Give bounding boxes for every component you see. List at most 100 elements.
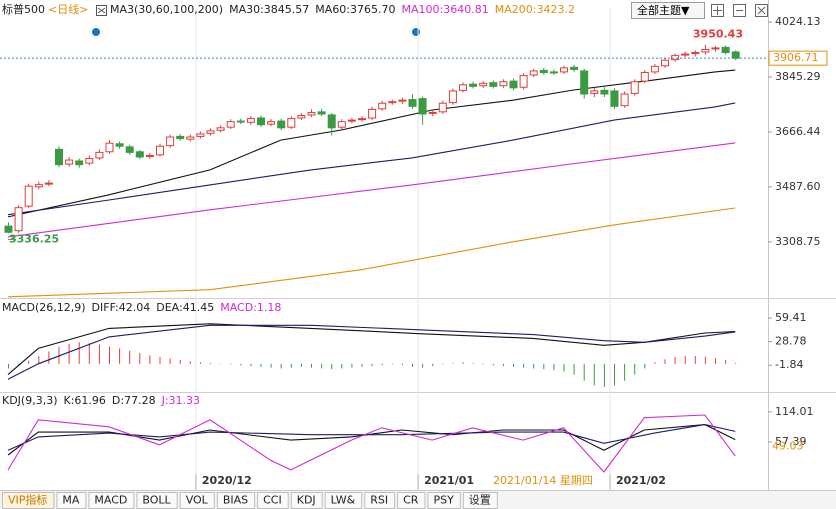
- candle-body: [317, 111, 326, 115]
- event-marker[interactable]: [412, 28, 420, 36]
- indicator-line: [7, 102, 736, 216]
- candle-body: [166, 136, 175, 147]
- indicator-line: [7, 323, 736, 376]
- candle-body: [55, 148, 63, 166]
- candle-body: [418, 98, 427, 115]
- candle-body: [408, 99, 417, 107]
- candle-body: [4, 225, 13, 233]
- candle-body: [65, 159, 74, 165]
- legend-entry: K:61.96: [64, 394, 106, 407]
- indicator-title: MACD(26,12,9): [2, 301, 86, 314]
- candle-body: [499, 81, 508, 87]
- max-price-label: 3950.43: [693, 28, 743, 41]
- window-icon-glyph: [757, 6, 766, 15]
- legend-entry: J:31.33: [161, 394, 200, 407]
- candle-body: [640, 72, 649, 82]
- theme-button[interactable]: [631, 2, 705, 19]
- candle-body: [337, 121, 346, 128]
- toolbar-tab[interactable]: BIAS: [223, 494, 248, 507]
- indicator-line: [7, 142, 736, 238]
- legend-entry: DIFF:42.04: [92, 301, 151, 314]
- candle-body: [459, 84, 467, 91]
- candle-body: [650, 65, 659, 73]
- event-marker[interactable]: [92, 28, 100, 36]
- toolbar-tab[interactable]: PSY: [433, 494, 454, 507]
- candle-body: [135, 151, 144, 158]
- candle-body: [257, 117, 265, 126]
- indicator-line: [7, 414, 736, 473]
- candle-body: [145, 154, 154, 157]
- toolbar-tab[interactable]: RSI: [370, 494, 388, 507]
- candle-body: [519, 75, 528, 88]
- legend-entry: D:77.28: [112, 394, 156, 407]
- toolbar-tab[interactable]: CR: [403, 494, 419, 507]
- toolbar-tab[interactable]: BOLL: [142, 494, 171, 507]
- candle-body: [196, 133, 205, 137]
- x-tick-label: 2021/02: [616, 474, 666, 487]
- toolbar-tab[interactable]: MACD: [94, 494, 127, 507]
- indicator-icon-glyph: [97, 7, 106, 14]
- toolbar-tab[interactable]: VIP指标: [8, 493, 47, 507]
- candle-body: [590, 90, 599, 94]
- window-icon-glyph: [713, 6, 722, 15]
- y-tick-label: 3666.44: [775, 125, 821, 138]
- legend-entry: MA200:3423.2: [495, 3, 575, 16]
- toolbar-tab[interactable]: LW&: [331, 494, 356, 507]
- toolbar-tab[interactable]: VOL: [186, 494, 209, 507]
- y-tick-label: 114.01: [775, 405, 814, 418]
- toolbar-tab[interactable]: 设置: [469, 494, 491, 507]
- candle-body: [44, 182, 53, 185]
- candle-body: [206, 130, 215, 134]
- candle-body: [347, 119, 356, 122]
- indicator-title: MA3(30,60,100,200): [110, 3, 223, 16]
- period-label: <日线>: [48, 2, 88, 16]
- indicator-icon[interactable]: [96, 5, 107, 16]
- window-icon[interactable]: [733, 4, 746, 17]
- candle-body: [681, 53, 690, 56]
- candle-body: [539, 69, 548, 74]
- y-tick-label: -1.84: [775, 358, 803, 371]
- toolbar-tab[interactable]: MA: [62, 494, 79, 507]
- candle-body: [560, 67, 568, 73]
- candle-body: [398, 99, 407, 102]
- legend-entry: MA60:3765.70: [315, 3, 395, 16]
- candle-body: [277, 120, 286, 129]
- cursor-date-label: 2021/01/14 星期四: [493, 474, 593, 487]
- candle-body: [661, 59, 669, 67]
- theme-button-label[interactable]: 全部主题▼: [637, 3, 690, 17]
- indicator-line: [7, 207, 736, 298]
- candle-body: [105, 142, 114, 153]
- indicator-line: [7, 324, 736, 380]
- candle-body: [600, 89, 609, 95]
- candle-body: [479, 82, 488, 87]
- candle-body: [358, 118, 366, 121]
- candle-body: [368, 108, 377, 119]
- candle-body: [85, 158, 94, 164]
- candle-body: [469, 83, 478, 87]
- candle-body: [125, 146, 134, 153]
- window-icon[interactable]: [755, 4, 768, 17]
- candle-body: [570, 66, 579, 70]
- candle-body: [691, 52, 700, 55]
- legend-entry: DEA:41.45: [156, 301, 214, 314]
- y-tick-label: 3308.75: [775, 235, 821, 248]
- y-tick-label: 28.78: [775, 335, 807, 348]
- candle-body: [509, 80, 518, 89]
- candle-body: [701, 48, 710, 53]
- candle-body: [610, 90, 619, 107]
- last-price-box: [768, 50, 828, 66]
- window-icon[interactable]: [711, 4, 724, 17]
- candle-body: [731, 51, 740, 59]
- candle-body: [721, 46, 730, 54]
- toolbar-tab[interactable]: CCI: [263, 494, 282, 507]
- y-tick-label: 57.39: [775, 435, 807, 448]
- candle-body: [438, 102, 447, 113]
- j-value-marker: 49.03: [772, 439, 804, 452]
- y-tick-label: 3845.29: [775, 70, 821, 83]
- candle-body: [115, 143, 124, 147]
- candle-body: [95, 151, 104, 159]
- x-tick-label: 2020/12: [202, 474, 252, 487]
- candle-body: [226, 121, 235, 128]
- toolbar-tab[interactable]: KDJ: [297, 494, 316, 507]
